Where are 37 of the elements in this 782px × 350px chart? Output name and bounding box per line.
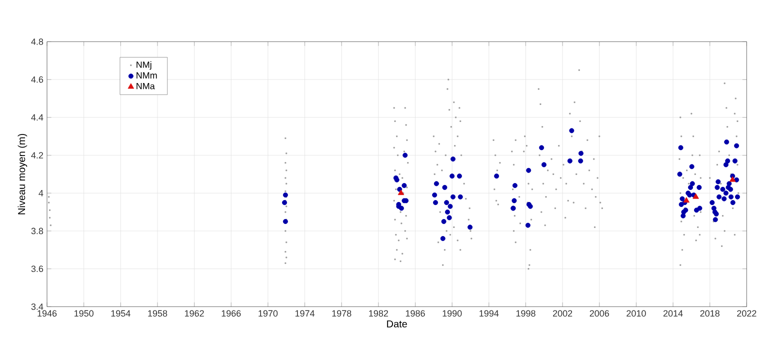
x-tick-label: 1946 (38, 310, 57, 317)
x-tick-label: 2010 (626, 310, 646, 317)
x-tick-label: 1990 (442, 310, 462, 317)
x-tick-label: 1982 (369, 310, 388, 317)
x-tick-label: 2006 (590, 310, 609, 317)
x-tick-label: 2022 (737, 310, 756, 317)
x-axis-title: Date (387, 320, 407, 328)
y-tick-label: 4.4 (31, 114, 44, 120)
y-tick-label: 3.6 (31, 266, 44, 272)
y-tick-label: 3.8 (31, 228, 44, 234)
x-tick-label: 1974 (295, 310, 315, 317)
x-tick-label: 1998 (516, 310, 536, 317)
x-tick-label: 1994 (480, 310, 499, 317)
y-tick-label: 4.2 (31, 152, 44, 158)
point (683, 197, 690, 203)
y-axis-title: Niveau moyen (m) (18, 134, 28, 214)
x-tick-label: 1966 (222, 310, 241, 317)
y-tick-label: 4.8 (31, 38, 44, 45)
x-tick-label: 1954 (111, 310, 130, 317)
x-tick-label: 1970 (258, 310, 278, 317)
y-tick-label: 4 (38, 190, 44, 196)
point (729, 176, 736, 182)
legend-label: NMm (136, 72, 157, 78)
point (398, 190, 404, 196)
x-tick-label: 1958 (148, 310, 168, 317)
x-tick-label: 1950 (74, 310, 94, 317)
x-tick-label: 2018 (700, 310, 720, 317)
x-tick-label: 1962 (184, 310, 204, 317)
x-tick-label: 2002 (553, 310, 572, 317)
point (692, 193, 699, 199)
legend-label: NMj (136, 61, 152, 70)
x-tick-label: 1986 (406, 310, 425, 317)
legend-label: NMa (136, 82, 155, 90)
x-tick-label: 1978 (332, 310, 352, 317)
y-tick-label: 4.6 (31, 76, 44, 83)
y-tick-label: 3.4 (31, 303, 44, 310)
x-tick-label: 2014 (663, 310, 683, 317)
